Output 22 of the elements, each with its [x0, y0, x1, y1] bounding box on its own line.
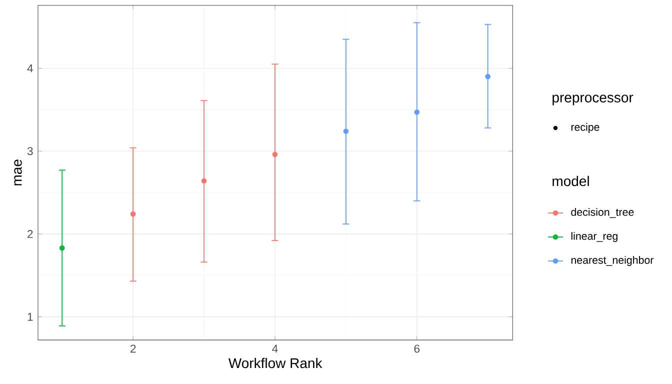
- text: preprocessor: [552, 94, 634, 106]
- x-axis-title: Workflow Rank: [228, 358, 322, 368]
- text: recipe: [571, 123, 600, 133]
- point: [59, 245, 65, 251]
- y-tick-label: 1: [28, 312, 33, 321]
- point: [485, 74, 490, 80]
- y-axis-title: mae: [14, 160, 22, 186]
- x-tick-label: 6: [414, 344, 420, 353]
- y-tick-label: 2: [28, 230, 33, 238]
- point: [201, 178, 207, 184]
- legend-label: linear_reg: [571, 232, 618, 242]
- point: [343, 128, 349, 134]
- legend-label: nearest_neighbor: [571, 256, 654, 266]
- legend-label: decision_tree: [571, 208, 634, 218]
- x-tick-label: 2: [130, 344, 136, 353]
- x-tick-label: 4: [272, 344, 278, 352]
- point: [272, 152, 278, 158]
- point: [130, 211, 136, 217]
- y-tick-label: 4: [27, 64, 33, 72]
- legend-title: model: [552, 176, 589, 186]
- point: [414, 110, 420, 115]
- y-tick-label: 3: [27, 147, 33, 156]
